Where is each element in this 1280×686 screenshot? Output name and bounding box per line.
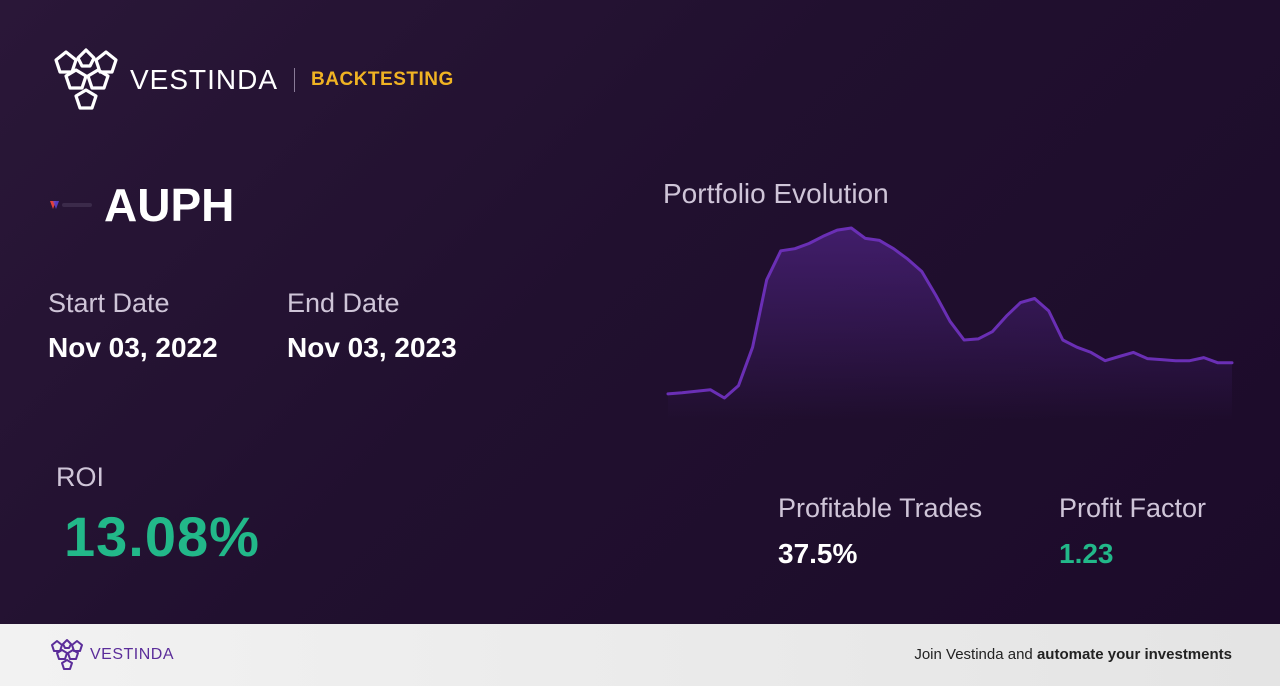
start-date-value: Nov 03, 2022 — [48, 332, 218, 363]
footer-brand-name: VESTINDA — [90, 646, 175, 663]
roi-label: ROI — [56, 462, 105, 492]
chart-line — [666, 226, 1234, 400]
vestinda-logo-icon — [51, 639, 83, 670]
chart-title: Portfolio Evolution — [663, 178, 889, 209]
profit-factor-value: 1.23 — [1059, 538, 1114, 569]
header-divider — [294, 68, 296, 92]
profitable-trades-value: 37.5% — [778, 538, 858, 569]
ticker-symbol: AUPH — [104, 179, 235, 231]
brand-name: VESTINDA — [130, 64, 279, 95]
ticker-row: AUPH — [48, 178, 234, 232]
start-date-label: Start Date — [48, 288, 170, 318]
end-date-label: End Date — [287, 288, 400, 318]
end-date-value: Nov 03, 2023 — [287, 332, 457, 363]
footer-bar: VESTINDA Join Vestinda and automate your… — [0, 624, 1280, 686]
profitable-trades-label: Profitable Trades — [778, 493, 983, 523]
vestinda-logo-icon — [54, 48, 118, 110]
footer-cta-bold: automate your investments — [1036, 646, 1232, 663]
backtesting-tag: BACKTESTING — [311, 69, 454, 90]
backtest-card: VESTINDA BACKTESTING AUPH Start Date Nov… — [0, 0, 1280, 624]
ticker-logo-icon — [50, 201, 92, 209]
portfolio-chart — [666, 226, 1234, 420]
footer-cta-prefix: Join Vestinda and — [914, 646, 1037, 663]
footer-logo[interactable]: VESTINDA — [48, 638, 174, 672]
footer-cta[interactable]: Join Vestinda and automate your investme… — [914, 646, 1232, 663]
roi-value: 13.08% — [64, 505, 260, 568]
profit-factor-label: Profit Factor — [1059, 493, 1207, 523]
chart-area — [668, 228, 1232, 420]
brand-logo[interactable]: VESTINDA BACKTESTING — [48, 46, 454, 114]
